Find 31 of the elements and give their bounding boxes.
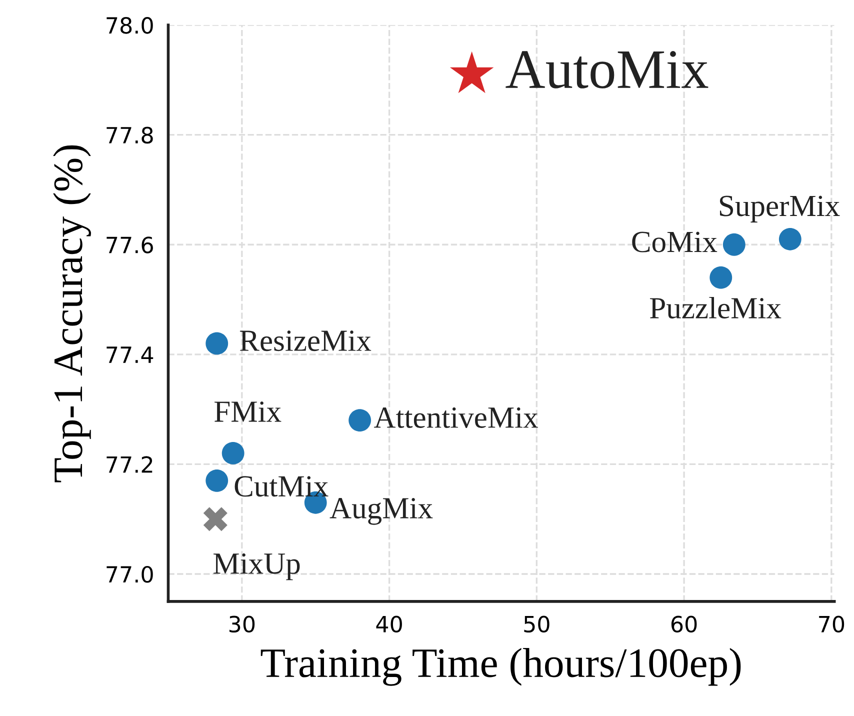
y-tick-label: 77.6 — [106, 236, 153, 254]
point — [778, 228, 802, 250]
y-tick-label: 77.2 — [106, 456, 152, 473]
x-tick-label: 60 — [671, 616, 697, 633]
point — [206, 469, 228, 492]
x-tick-label: 40 — [376, 616, 402, 633]
series-label: MixUp — [214, 553, 300, 580]
series-label: CoMix — [632, 232, 718, 252]
series-label: PuzzleMix — [650, 297, 782, 319]
y-tick-label: 78.0 — [106, 17, 153, 34]
series-label: CutMix — [234, 476, 328, 497]
x-axis-title: Training Time (hours/100ep) — [260, 648, 741, 686]
series-label: SuperMix — [720, 196, 840, 222]
x-tick-label: 30 — [229, 616, 255, 633]
series-label: AugMix — [330, 498, 433, 525]
x-tick-label: 50 — [524, 616, 550, 633]
point — [222, 442, 244, 464]
x-tick-label: 70 — [819, 616, 844, 633]
series-label: FMix — [214, 401, 282, 422]
y-axis-title: Top-1 Accuracy (%) — [53, 145, 91, 482]
y-tick-label: 77.4 — [106, 346, 154, 363]
point — [710, 266, 732, 289]
series-label: AutoMix — [506, 51, 708, 88]
y-tick-label: 77.8 — [106, 126, 153, 144]
point — [348, 409, 372, 432]
point — [722, 233, 746, 256]
y-tick-label: 77.0 — [106, 566, 153, 583]
point — [206, 332, 228, 355]
point — [203, 507, 228, 532]
series-label: AttentiveMix — [374, 407, 538, 428]
series-label: ResizeMix — [240, 330, 372, 352]
